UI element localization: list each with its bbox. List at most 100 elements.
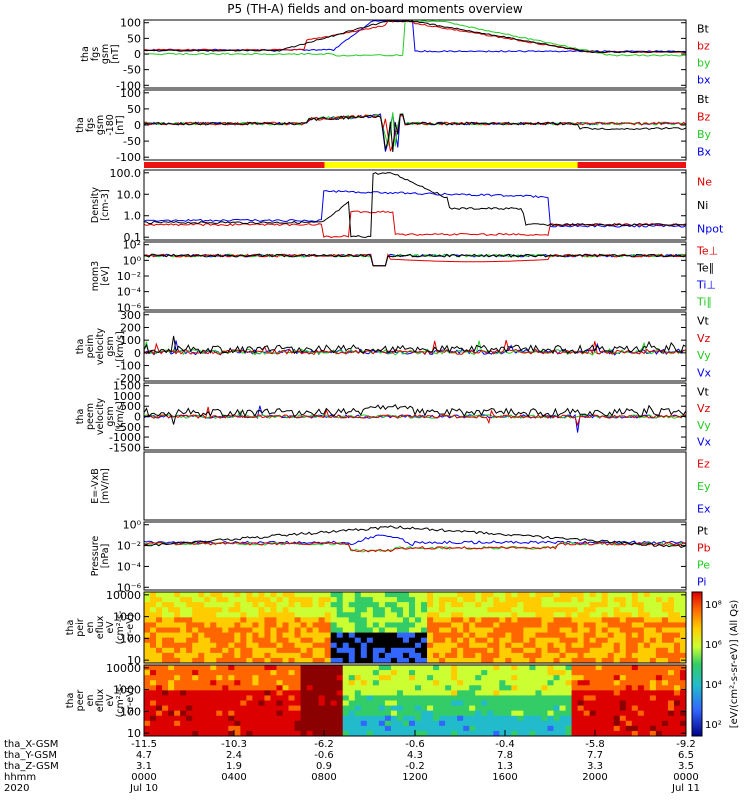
heatmap-cell bbox=[505, 715, 512, 722]
heatmap-cell bbox=[619, 647, 627, 654]
heatmap-cell bbox=[559, 597, 567, 603]
heatmap-cell bbox=[475, 725, 482, 732]
heatmap-cell bbox=[342, 730, 350, 737]
heatmap-cell bbox=[348, 705, 356, 712]
heatmap-cell bbox=[439, 685, 446, 691]
heatmap-cell bbox=[427, 642, 434, 649]
heatmap-cell bbox=[667, 642, 675, 649]
heatmap-cell bbox=[276, 685, 284, 691]
heatmap-cell bbox=[619, 632, 627, 639]
heatmap-cell bbox=[625, 690, 633, 696]
heatmap-cell bbox=[649, 665, 657, 671]
heatmap-cell bbox=[661, 612, 669, 618]
heatmap-cell bbox=[156, 730, 163, 737]
heatmap-cell bbox=[324, 627, 332, 634]
heatmap-cell bbox=[366, 592, 374, 598]
heatmap-cell bbox=[324, 592, 332, 598]
heatmap-cell bbox=[246, 607, 253, 613]
x-tick-label: 0000 bbox=[673, 772, 698, 783]
heatmap-cell bbox=[288, 690, 296, 696]
heatmap-cell bbox=[306, 657, 314, 664]
heatmap-cell bbox=[312, 632, 320, 639]
heatmap-cell bbox=[150, 690, 157, 696]
y-tick-label: -100 bbox=[116, 360, 141, 373]
heatmap-cell bbox=[487, 675, 494, 681]
heatmap-cell bbox=[433, 670, 440, 676]
heatmap-cell bbox=[144, 617, 151, 623]
heatmap-cell bbox=[336, 602, 344, 608]
heatmap-cell bbox=[649, 690, 657, 696]
heatmap-cell bbox=[144, 710, 151, 717]
heatmap-cell bbox=[324, 642, 332, 649]
heatmap-cell bbox=[150, 612, 157, 618]
heatmap-cell bbox=[144, 642, 151, 649]
heatmap-cell bbox=[655, 612, 663, 618]
heatmap-cell bbox=[481, 657, 488, 664]
heatmap-cell bbox=[306, 720, 314, 727]
heatmap-cell bbox=[421, 607, 428, 613]
heatmap-cell bbox=[637, 632, 645, 639]
heatmap-cell bbox=[378, 720, 386, 727]
heatmap-cell bbox=[679, 642, 687, 649]
heatmap-cell bbox=[499, 725, 506, 732]
heatmap-cell bbox=[396, 607, 404, 613]
heatmap-cell bbox=[264, 705, 271, 712]
heatmap-cell bbox=[162, 695, 169, 701]
heatmap-cell bbox=[396, 715, 404, 722]
heatmap-cell bbox=[342, 670, 350, 676]
heatmap-cell bbox=[679, 730, 687, 737]
heatmap-cell bbox=[294, 622, 302, 628]
heatmap-cell bbox=[222, 705, 229, 712]
heatmap-cell bbox=[276, 670, 284, 676]
heatmap-cell bbox=[156, 627, 163, 634]
heatmap-cell bbox=[661, 670, 669, 676]
heatmap-cell bbox=[637, 730, 645, 737]
heatmap-cell bbox=[222, 627, 229, 634]
heatmap-cell bbox=[415, 617, 422, 623]
heatmap-cell bbox=[481, 715, 488, 722]
heatmap-cell bbox=[511, 602, 518, 608]
heatmap-cell bbox=[493, 622, 500, 628]
heatmap-cell bbox=[607, 642, 615, 649]
heatmap-cell bbox=[396, 710, 404, 717]
heatmap-cell bbox=[162, 715, 169, 722]
heatmap-cell bbox=[264, 665, 271, 671]
heatmap-cell bbox=[204, 627, 211, 634]
heatmap-cell bbox=[288, 647, 296, 654]
heatmap-cell bbox=[637, 637, 645, 644]
heatmap-cell bbox=[144, 680, 151, 686]
heatmap-cell bbox=[655, 725, 663, 732]
y-axis-label-line: fgs bbox=[90, 47, 101, 61]
heatmap-cell bbox=[481, 652, 488, 659]
heatmap-cell bbox=[427, 657, 434, 664]
heatmap-cell bbox=[216, 700, 223, 707]
heatmap-cell bbox=[306, 652, 314, 659]
series-line-blue bbox=[143, 190, 687, 228]
heatmap-cell bbox=[661, 597, 669, 603]
heatmap-cell bbox=[270, 725, 277, 732]
heatmap-cell bbox=[649, 647, 657, 654]
y-axis-label-line: gsm bbox=[105, 336, 116, 356]
heatmap-cell bbox=[150, 652, 157, 659]
heatmap-cell bbox=[228, 597, 235, 603]
heatmap-cell bbox=[661, 700, 669, 707]
heatmap-cell bbox=[354, 642, 362, 649]
heatmap-cell bbox=[463, 665, 470, 671]
legend-item: Te∥ bbox=[696, 262, 714, 275]
heatmap-cell bbox=[469, 670, 476, 676]
heatmap-cell bbox=[408, 657, 416, 664]
heatmap-cell bbox=[264, 592, 271, 598]
heatmap-cell bbox=[547, 637, 555, 644]
heatmap-cell bbox=[348, 607, 356, 613]
heatmap-cell bbox=[439, 647, 446, 654]
heatmap-cell bbox=[589, 657, 597, 664]
heatmap-cell bbox=[306, 592, 314, 598]
heatmap-cell bbox=[481, 632, 488, 639]
heatmap-cell bbox=[601, 592, 609, 598]
heatmap-cell bbox=[276, 622, 284, 628]
heatmap-cell bbox=[637, 642, 645, 649]
heatmap-cell bbox=[360, 700, 368, 707]
heatmap-cell bbox=[565, 705, 573, 712]
heatmap-cell bbox=[390, 627, 398, 634]
heatmap-cell bbox=[589, 627, 597, 634]
